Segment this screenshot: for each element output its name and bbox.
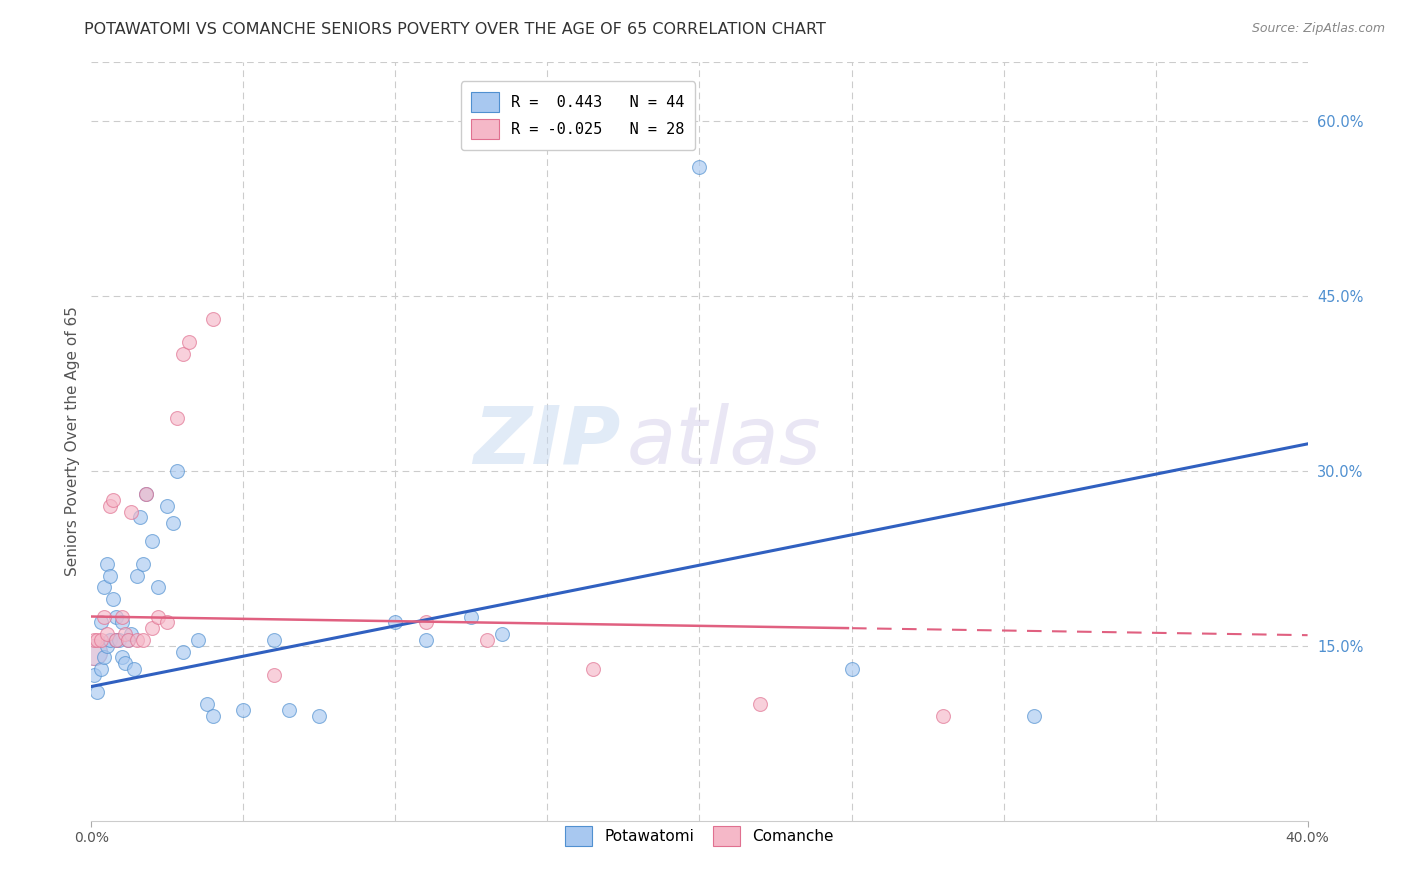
Point: [278, 703, 301, 717]
Point: [98, 568, 121, 582]
Point: [125, 632, 148, 647]
Text: ZIP: ZIP: [472, 402, 620, 481]
Point: [101, 592, 124, 607]
Point: [120, 627, 142, 641]
Point: [141, 533, 163, 548]
Point: [582, 662, 605, 676]
Point: [148, 580, 170, 594]
Point: [202, 708, 225, 723]
Point: [114, 627, 136, 641]
Point: [83, 644, 105, 658]
Point: [172, 644, 194, 658]
Point: [688, 161, 710, 175]
Point: [96, 557, 118, 571]
Point: [117, 632, 139, 647]
Point: [156, 615, 179, 630]
Point: [120, 504, 142, 518]
Point: [202, 312, 225, 326]
Point: [384, 615, 406, 630]
Point: [148, 609, 170, 624]
Point: [308, 708, 330, 723]
Point: [107, 632, 129, 647]
Point: [104, 632, 127, 647]
Point: [114, 656, 136, 670]
Text: atlas: atlas: [627, 402, 821, 481]
Point: [166, 411, 188, 425]
Point: [931, 708, 953, 723]
Point: [172, 347, 194, 361]
Point: [1022, 708, 1045, 723]
Point: [93, 609, 115, 624]
Text: POTAWATOMI VS COMANCHE SENIORS POVERTY OVER THE AGE OF 65 CORRELATION CHART: POTAWATOMI VS COMANCHE SENIORS POVERTY O…: [84, 22, 827, 37]
Point: [166, 464, 188, 478]
Point: [122, 662, 145, 676]
Point: [177, 335, 200, 350]
Point: [460, 609, 482, 624]
Point: [89, 632, 111, 647]
Legend: Potawatomi, Comanche: Potawatomi, Comanche: [555, 817, 844, 855]
Point: [83, 668, 105, 682]
Point: [111, 650, 134, 665]
Point: [89, 615, 111, 630]
Point: [117, 632, 139, 647]
Point: [132, 557, 155, 571]
Point: [195, 697, 218, 711]
Point: [98, 632, 121, 647]
Point: [93, 650, 115, 665]
Point: [491, 627, 513, 641]
Text: Source: ZipAtlas.com: Source: ZipAtlas.com: [1251, 22, 1385, 36]
Point: [83, 644, 105, 658]
Point: [841, 662, 863, 676]
Point: [162, 516, 184, 531]
Point: [135, 487, 157, 501]
Point: [101, 492, 124, 507]
Point: [83, 632, 105, 647]
Point: [232, 703, 254, 717]
Point: [129, 510, 152, 524]
Point: [125, 568, 148, 582]
Point: [187, 632, 209, 647]
Point: [263, 668, 285, 682]
Point: [86, 685, 108, 699]
Point: [135, 487, 157, 501]
Point: [132, 632, 155, 647]
Point: [475, 632, 498, 647]
Point: [415, 632, 437, 647]
Point: [156, 499, 179, 513]
Point: [749, 697, 772, 711]
Point: [104, 632, 127, 647]
Point: [415, 615, 437, 630]
Point: [141, 621, 163, 635]
Point: [98, 499, 121, 513]
Point: [96, 627, 118, 641]
Point: [96, 639, 118, 653]
Point: [111, 609, 134, 624]
Point: [86, 632, 108, 647]
Point: [263, 632, 285, 647]
Y-axis label: Seniors Poverty Over the Age of 65: Seniors Poverty Over the Age of 65: [65, 307, 80, 576]
Point: [111, 615, 134, 630]
Point: [89, 662, 111, 676]
Point: [93, 580, 115, 594]
Point: [104, 609, 127, 624]
